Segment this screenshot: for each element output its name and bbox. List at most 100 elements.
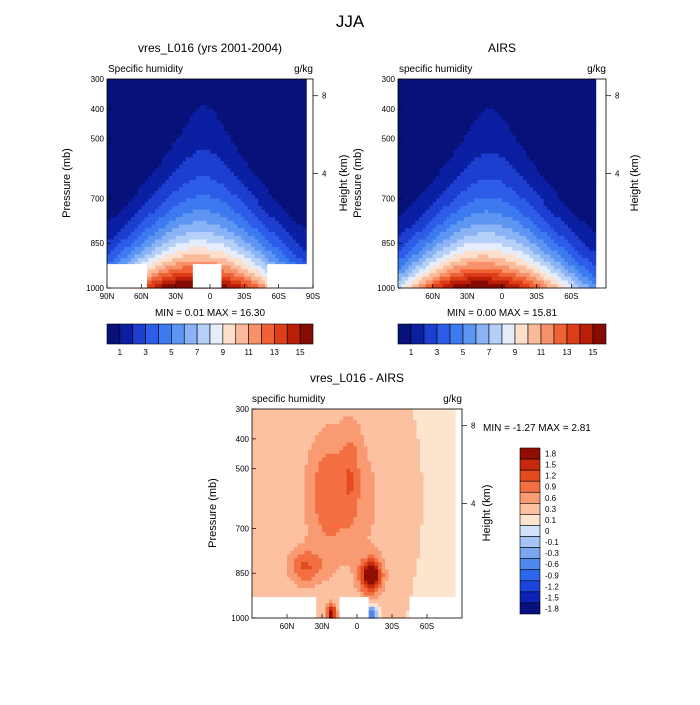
- model-cell: [138, 86, 142, 90]
- obs-cell: [544, 94, 548, 98]
- obs-cell: [443, 146, 447, 150]
- obs-cell: [471, 90, 475, 94]
- model-cell: [296, 79, 300, 83]
- model-cell: [303, 120, 307, 124]
- model-cell: [189, 206, 193, 210]
- model-cell: [131, 184, 135, 188]
- obs-cell: [505, 139, 509, 143]
- model-cell: [224, 90, 228, 94]
- obs-cell: [547, 109, 551, 113]
- model-cell: [220, 217, 224, 221]
- model-cell: [210, 213, 214, 217]
- model-cell: [282, 221, 286, 225]
- model-cell: [110, 169, 114, 173]
- model-cell: [148, 228, 152, 232]
- obs-cell: [419, 184, 423, 188]
- model-cell: [169, 98, 173, 102]
- model-cell: [275, 184, 279, 188]
- obs-cell: [436, 128, 440, 132]
- model-cell: [262, 142, 266, 146]
- obs-cell: [412, 154, 416, 158]
- obs-cell: [530, 86, 534, 90]
- model-cell: [210, 142, 214, 146]
- obs-cell: [412, 146, 416, 150]
- model-cell: [272, 146, 276, 150]
- model-cell: [183, 228, 187, 232]
- model-cell: [162, 86, 166, 90]
- model-cell: [220, 232, 224, 236]
- model-cell: [275, 120, 279, 124]
- model-cell: [189, 172, 193, 176]
- model-cell: [234, 124, 238, 128]
- model-cell: [217, 198, 221, 202]
- model-cell: [268, 131, 272, 135]
- obs-cell: [474, 146, 478, 150]
- obs-cell: [440, 128, 444, 132]
- model-cell: [262, 236, 266, 240]
- obs-cell: [422, 98, 426, 102]
- model-cell: [121, 206, 125, 210]
- obs-cell: [557, 79, 561, 83]
- obs-cell: [450, 83, 454, 87]
- model-cell: [289, 187, 293, 191]
- model-cell: [213, 236, 217, 240]
- obs-cell: [495, 165, 499, 169]
- model-cell: [200, 135, 204, 139]
- model-cell: [279, 247, 283, 251]
- model-cell: [134, 131, 138, 135]
- obs-cell: [436, 94, 440, 98]
- obs-cell: [429, 176, 433, 180]
- model-cell: [128, 225, 132, 229]
- obs-cell: [443, 98, 447, 102]
- model-cell: [207, 169, 211, 173]
- model-cell: [107, 113, 111, 117]
- obs-cell: [589, 86, 593, 90]
- model-cell: [279, 202, 283, 206]
- obs-cell: [436, 98, 440, 102]
- model-cell: [255, 169, 259, 173]
- obs-cell: [433, 161, 437, 165]
- obs-cell: [415, 184, 419, 188]
- obs-cell: [426, 109, 430, 113]
- model-cell: [169, 191, 173, 195]
- model-cell: [210, 225, 214, 229]
- model-cell: [241, 236, 245, 240]
- model-cell: [193, 180, 197, 184]
- model-cell: [124, 157, 128, 161]
- obs-cell: [505, 176, 509, 180]
- obs-cell: [578, 165, 582, 169]
- model-cell: [203, 180, 207, 184]
- obs-cell: [419, 165, 423, 169]
- model-cell: [141, 210, 145, 214]
- obs-cell: [502, 157, 506, 161]
- obs-cell: [571, 184, 575, 188]
- model-cell: [196, 157, 200, 161]
- obs-cell: [405, 116, 409, 120]
- model-cell: [279, 251, 283, 255]
- obs-cell: [502, 94, 506, 98]
- obs-cell: [488, 101, 492, 105]
- obs-cell: [422, 83, 426, 87]
- obs-cell: [554, 131, 558, 135]
- model-cell: [183, 131, 187, 135]
- model-cell: [244, 221, 248, 225]
- model-cell: [224, 101, 228, 105]
- model-cell: [179, 101, 183, 105]
- obs-cell: [516, 184, 520, 188]
- obs-cell: [453, 83, 457, 87]
- model-cell: [152, 210, 156, 214]
- model-cell: [145, 124, 149, 128]
- obs-cell: [450, 113, 454, 117]
- model-cell: [128, 202, 132, 206]
- model-cell: [224, 210, 228, 214]
- obs-cell: [440, 187, 444, 191]
- model-cell: [159, 109, 163, 113]
- model-cell: [255, 273, 259, 277]
- model-cell: [217, 131, 221, 135]
- obs-cell: [426, 176, 430, 180]
- model-cell: [275, 221, 279, 225]
- model-cell: [196, 90, 200, 94]
- model-colorbar-label: 9: [221, 348, 226, 357]
- model-cell: [141, 225, 145, 229]
- model-cell: [258, 266, 262, 270]
